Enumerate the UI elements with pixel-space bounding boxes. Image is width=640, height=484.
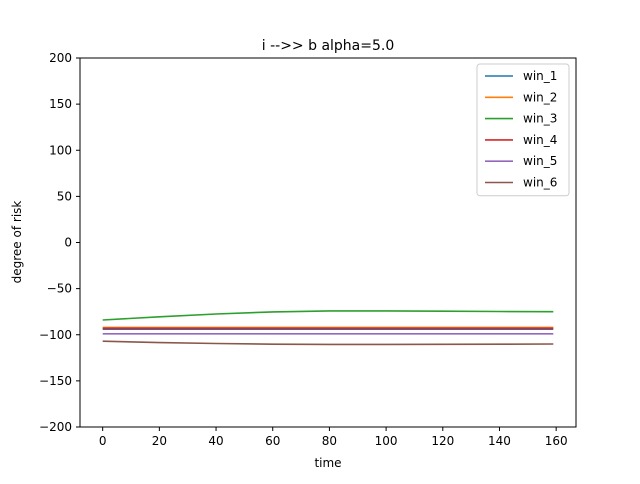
y-tick-label: 0 [64, 236, 72, 250]
legend-label-win_3: win_3 [523, 112, 557, 126]
y-tick-label: 100 [49, 143, 72, 157]
y-tick-label: −100 [39, 328, 72, 342]
y-tick-label: 200 [49, 51, 72, 65]
y-tick-label: −50 [47, 282, 72, 296]
legend-label-win_5: win_5 [523, 154, 557, 168]
x-tick-label: 0 [99, 434, 107, 448]
y-tick-label: −200 [39, 420, 72, 434]
legend-label-win_1: win_1 [523, 69, 557, 83]
legend-label-win_6: win_6 [523, 176, 557, 190]
series-line-win_3 [102, 310, 554, 321]
x-tick-label: 100 [375, 434, 398, 448]
x-tick-label: 120 [431, 434, 454, 448]
x-tick-label: 20 [152, 434, 167, 448]
x-tick-label: 160 [545, 434, 568, 448]
series-line-win_6 [102, 340, 554, 346]
y-tick-label: 50 [57, 189, 72, 203]
x-axis-label: time [314, 456, 341, 470]
y-axis: −200 −150 −100 −50 0 50 100 150 200 [39, 51, 80, 434]
y-axis-label: degree of risk [10, 201, 24, 284]
x-tick-label: 80 [322, 434, 337, 448]
x-tick-label: 60 [265, 434, 280, 448]
x-axis: 0 20 40 60 80 100 120 140 160 [99, 427, 568, 448]
y-tick-label: 150 [49, 97, 72, 111]
legend-label-win_4: win_4 [523, 133, 557, 147]
chart-title: i -->> b alpha=5.0 [262, 38, 395, 54]
legend: win_1 win_2 win_3 win_4 win_5 win_6 [476, 63, 570, 197]
x-tick-label: 40 [208, 434, 223, 448]
x-tick-label: 140 [488, 434, 511, 448]
legend-label-win_2: win_2 [523, 90, 557, 104]
plot-area [102, 310, 554, 346]
y-tick-label: −150 [39, 374, 72, 388]
